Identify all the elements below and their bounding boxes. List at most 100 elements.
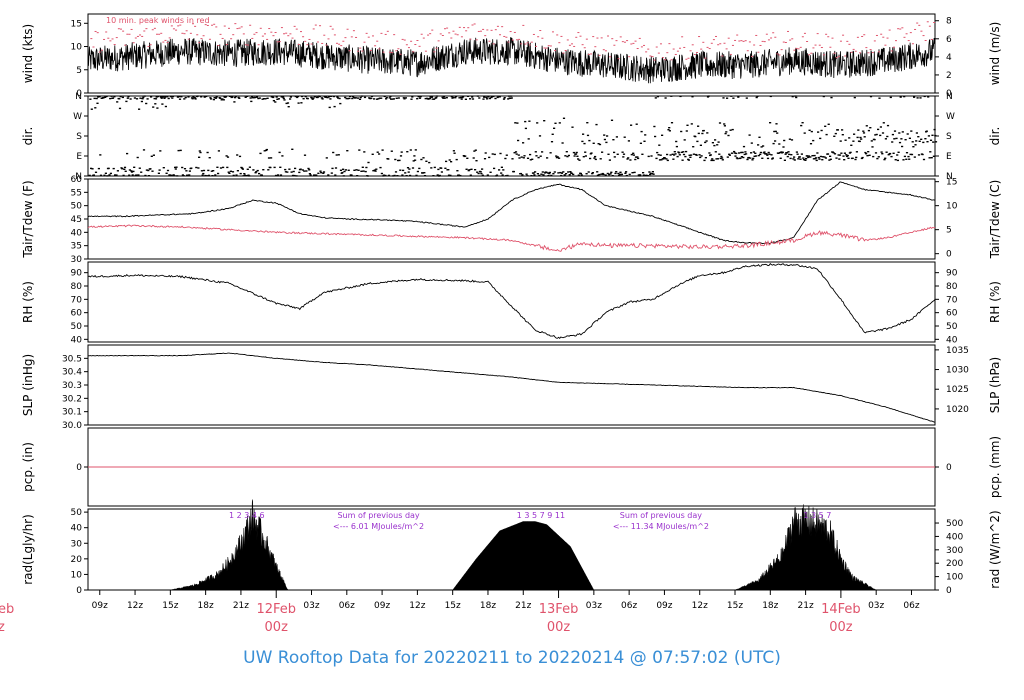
- direction-point: [766, 157, 770, 160]
- direction-point: [756, 95, 759, 97]
- direction-point: [181, 166, 184, 169]
- direction-point: [415, 174, 418, 177]
- time-tick-label: 03z: [303, 601, 319, 611]
- direction-point: [99, 174, 103, 176]
- direction-point: [112, 167, 115, 170]
- direction-point: [222, 166, 225, 169]
- direction-point: [325, 96, 328, 98]
- direction-point: [373, 169, 376, 171]
- direction-point: [269, 166, 272, 169]
- direction-point: [467, 169, 470, 172]
- direction-point: [934, 141, 938, 143]
- direction-point: [881, 153, 884, 155]
- direction-point: [217, 150, 220, 152]
- direction-point: [243, 173, 246, 175]
- direction-point: [841, 134, 844, 136]
- direction-point: [229, 95, 232, 97]
- direction-point: [271, 95, 274, 97]
- direction-point: [696, 140, 699, 143]
- left-tick-label-temp: 55: [71, 188, 82, 198]
- direction-point: [591, 172, 594, 175]
- direction-point: [162, 167, 165, 169]
- direction-point: [267, 169, 270, 171]
- direction-point: [176, 96, 179, 98]
- direction-point: [790, 154, 793, 156]
- direction-point: [863, 136, 866, 138]
- direction-point: [476, 95, 479, 97]
- right-tick-label-rh: 50: [946, 322, 958, 332]
- direction-point: [220, 99, 223, 101]
- direction-point: [515, 153, 518, 155]
- direction-point: [666, 159, 669, 162]
- time-axis: 09z 12z 15z 18z 21z 03z 06z 09z 12z 15z 18z 21z 03z 0…: [0, 590, 920, 635]
- direction-point: [711, 142, 714, 144]
- direction-point: [341, 171, 344, 174]
- direction-point: [577, 174, 580, 176]
- time-tick-label: 09z: [374, 601, 390, 611]
- direction-point: [160, 97, 163, 99]
- direction-point: [422, 157, 425, 159]
- direction-point: [783, 159, 786, 161]
- direction-point: [798, 156, 801, 158]
- direction-point: [237, 96, 240, 99]
- right-tick-label-temp: 0: [946, 250, 952, 260]
- direction-point: [642, 172, 645, 174]
- right-axis-label-dir: dir.: [988, 127, 1002, 146]
- direction-point: [140, 100, 143, 103]
- direction-point: [92, 174, 95, 176]
- direction-point: [522, 157, 525, 159]
- direction-point: [329, 98, 332, 100]
- direction-point: [681, 159, 684, 161]
- direction-point: [236, 170, 239, 172]
- direction-point: [565, 151, 568, 153]
- direction-point: [337, 97, 340, 99]
- left-tick-label-dir: S: [76, 132, 82, 142]
- direction-point: [560, 174, 563, 177]
- direction-point: [778, 143, 781, 145]
- direction-point: [242, 175, 245, 177]
- direction-point: [489, 171, 492, 173]
- direction-point: [868, 154, 871, 156]
- direction-point: [757, 144, 760, 146]
- direction-point: [578, 159, 581, 161]
- direction-point: [147, 169, 150, 172]
- direction-point: [212, 170, 215, 172]
- direction-point: [444, 167, 447, 169]
- direction-point: [635, 123, 638, 125]
- direction-point: [866, 155, 869, 157]
- direction-point: [800, 153, 803, 155]
- direction-point: [477, 172, 480, 175]
- direction-point: [361, 95, 364, 97]
- direction-point: [630, 124, 633, 126]
- direction-point: [536, 173, 539, 175]
- direction-point: [503, 97, 506, 99]
- direction-point: [907, 155, 910, 158]
- direction-point: [757, 154, 760, 157]
- direction-point: [612, 139, 615, 141]
- left-axis-label-slp: SLP (inHg): [21, 354, 35, 416]
- direction-point: [143, 95, 146, 97]
- direction-point: [591, 172, 594, 174]
- direction-point: [566, 155, 569, 158]
- direction-point: [131, 174, 134, 176]
- left-tick-label-rh: 80: [71, 282, 83, 292]
- direction-point: [213, 97, 216, 99]
- direction-point: [492, 95, 495, 98]
- direction-point: [367, 161, 370, 164]
- direction-point: [122, 174, 125, 177]
- direction-point: [886, 124, 890, 127]
- direction-point: [608, 159, 611, 161]
- direction-point: [331, 167, 334, 170]
- direction-point: [107, 167, 110, 170]
- direction-point: [325, 157, 328, 159]
- direction-point: [423, 175, 427, 177]
- direction-point: [877, 156, 880, 158]
- direction-point: [133, 166, 136, 168]
- direction-point: [594, 155, 597, 158]
- direction-point: [123, 166, 127, 169]
- direction-point: [836, 129, 839, 131]
- direction-point: [699, 144, 702, 146]
- left-axis-label-pcp: pcp. (in): [21, 442, 35, 492]
- direction-point: [682, 151, 685, 153]
- direction-point: [932, 141, 935, 143]
